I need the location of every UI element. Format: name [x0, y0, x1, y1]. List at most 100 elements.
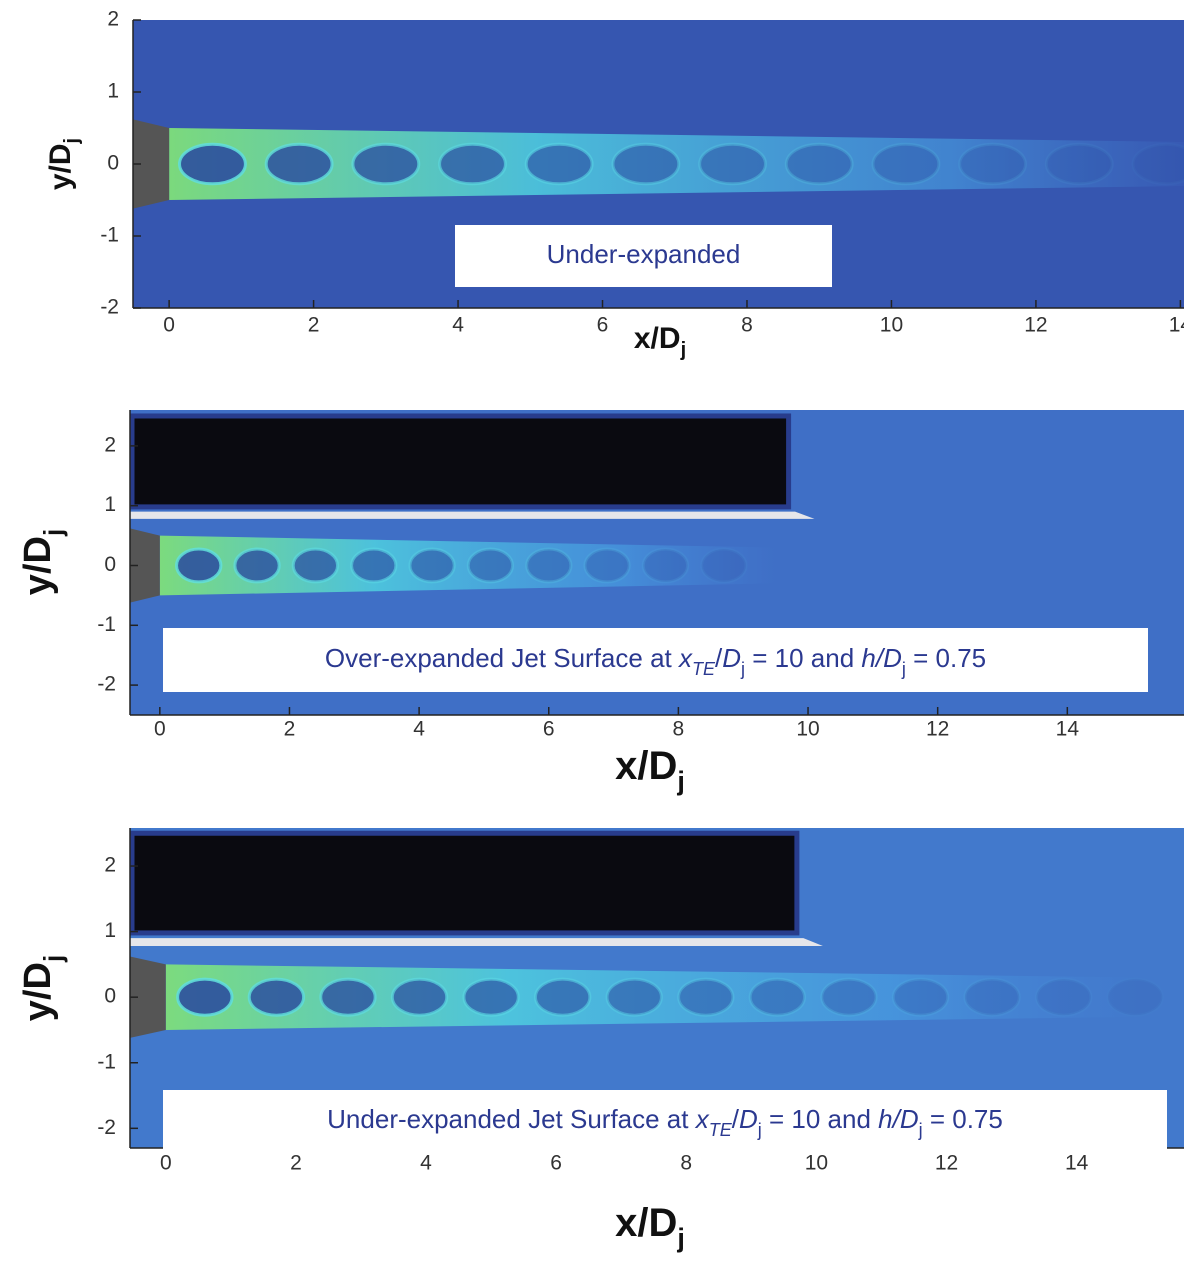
x-tick-label: 0	[154, 718, 166, 741]
text-part: j	[757, 1120, 762, 1140]
text-part: = 10 and	[745, 643, 861, 673]
shock-cell	[176, 977, 234, 1017]
plate-edge	[130, 511, 815, 519]
text-part: x	[694, 1104, 710, 1134]
x-tick-label: 12	[1024, 314, 1047, 337]
text-part: j	[61, 138, 83, 145]
text-part: TE	[692, 659, 716, 679]
annotation-box	[163, 1090, 1167, 1152]
text-part: h/D	[861, 643, 901, 673]
x-tick-label: 14	[1065, 1152, 1089, 1175]
text-part: x/D	[615, 744, 677, 788]
x-tick-label: 8	[680, 1152, 692, 1175]
text-part: h/D	[878, 1104, 918, 1134]
x-tick-label: 0	[163, 314, 175, 337]
shock-cell	[462, 977, 520, 1017]
x-tick-label: 8	[673, 718, 685, 741]
shock-cell	[583, 547, 631, 584]
x-tick-label: 10	[880, 314, 903, 337]
x-tick-label: 2	[284, 718, 296, 741]
text-part: D	[739, 1104, 758, 1134]
text-part: Under-expanded	[547, 239, 741, 269]
y-axis-label: y/Dj	[44, 138, 83, 190]
shock-cell	[611, 142, 681, 186]
text-part: Over-expanded Jet Surface at	[325, 643, 679, 673]
shock-cell	[466, 547, 515, 584]
shock-cell	[175, 547, 223, 584]
y-tick-label: 2	[107, 8, 119, 31]
x-tick-label: 4	[420, 1152, 432, 1175]
shock-cell	[641, 547, 690, 584]
x-tick-label: 6	[597, 314, 609, 337]
shock-cell	[963, 977, 1021, 1017]
shock-cell	[408, 547, 456, 584]
text-part: j	[901, 659, 906, 679]
text-part: j	[38, 955, 68, 963]
shock-cell	[524, 142, 594, 186]
shock-cell	[820, 977, 878, 1017]
shock-cell	[605, 977, 663, 1017]
text-part: x/D	[634, 322, 681, 355]
text-part: j	[676, 1223, 685, 1253]
x-tick-label: 4	[413, 718, 425, 741]
text-part: x/D	[615, 1201, 677, 1245]
x-tick-label: 14	[1056, 718, 1080, 741]
y-tick-label: 0	[104, 553, 116, 576]
y-tick-label: 0	[107, 152, 119, 175]
x-axis-label: x/Dj	[615, 744, 685, 797]
shock-cell	[390, 977, 449, 1017]
x-tick-label: 6	[543, 718, 555, 741]
x-tick-label: 10	[796, 718, 819, 741]
y-axis-label: y/Dj	[17, 955, 68, 1021]
x-tick-label: 4	[452, 314, 464, 337]
shock-cell	[1108, 979, 1163, 1016]
text-part: /	[732, 1104, 740, 1134]
y-tick-label: 1	[104, 919, 116, 942]
shock-cell	[291, 547, 340, 584]
shock-cell	[871, 142, 941, 186]
shock-cell	[525, 547, 573, 584]
annotation: Over-expanded Jet Surface at xTE/Dj = 10…	[325, 643, 986, 679]
text-part: y/D	[17, 536, 59, 595]
shock-cell	[247, 977, 306, 1017]
text-part: y/D	[44, 143, 77, 190]
x-tick-label: 2	[308, 314, 320, 337]
annotation: Under-expanded Jet Surface at xTE/Dj = 1…	[327, 1104, 1003, 1140]
x-tick-label: 6	[550, 1152, 562, 1175]
shock-cell	[350, 547, 398, 584]
shock-cell	[533, 977, 592, 1017]
shock-cell	[1133, 144, 1184, 184]
y-tick-label: 2	[104, 433, 116, 456]
y-tick-label: -2	[97, 1116, 116, 1139]
text-part: = 10 and	[762, 1104, 878, 1134]
surface-plate	[129, 830, 800, 936]
nozzle	[130, 528, 160, 603]
surface-plate	[129, 413, 792, 510]
y-tick-label: 0	[104, 985, 116, 1008]
y-tick-label: 2	[104, 854, 116, 877]
y-tick-label: -1	[100, 224, 119, 247]
x-tick-label: 14	[1169, 314, 1184, 337]
text-part: y/D	[17, 962, 59, 1021]
shock-cell	[677, 977, 735, 1017]
x-tick-label: 2	[290, 1152, 302, 1175]
y-tick-label: -1	[97, 613, 116, 636]
x-tick-label: 8	[741, 314, 753, 337]
annotation-box	[163, 628, 1148, 692]
text-part: Under-expanded Jet Surface at	[327, 1104, 696, 1134]
plate-edge	[130, 938, 823, 947]
shock-cell	[700, 547, 748, 584]
text-part: /	[715, 643, 723, 673]
text-part: D	[722, 643, 741, 673]
x-tick-label: 10	[805, 1152, 828, 1175]
shock-cell	[264, 142, 334, 186]
y-tick-label: -1	[97, 1050, 116, 1073]
x-tick-label: 12	[935, 1152, 958, 1175]
shock-cell	[351, 142, 421, 186]
y-tick-label: -2	[97, 673, 116, 696]
shock-cell	[891, 977, 950, 1017]
shock-cell	[319, 977, 377, 1017]
text-part: x	[677, 643, 693, 673]
shock-cell	[438, 142, 507, 186]
